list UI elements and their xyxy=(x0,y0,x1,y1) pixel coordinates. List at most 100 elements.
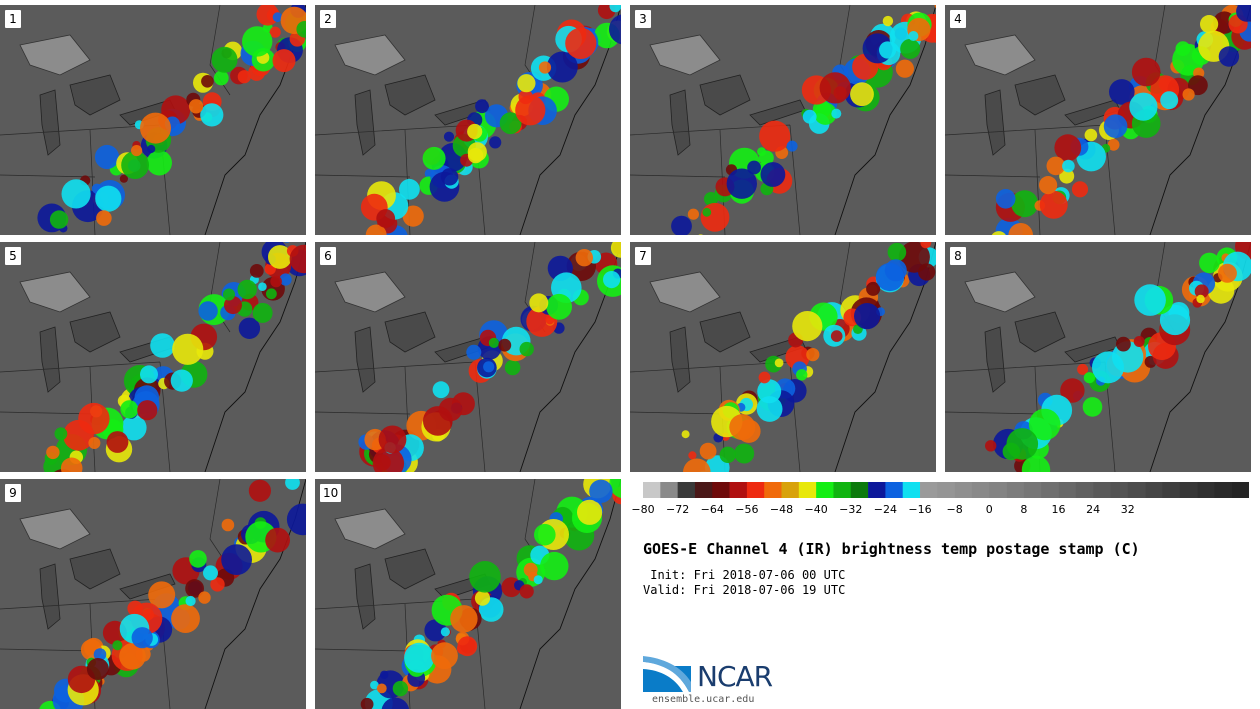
convective-cell xyxy=(392,680,409,697)
colorbar-swatch xyxy=(1058,482,1077,498)
colorbar-swatch xyxy=(954,482,973,498)
coastline xyxy=(1149,242,1251,472)
convective-cell xyxy=(140,112,171,144)
cloud-shield xyxy=(334,271,406,313)
convective-cell xyxy=(147,144,156,154)
convective-cell xyxy=(1217,263,1237,283)
convective-cell xyxy=(831,108,842,119)
convective-cell xyxy=(879,41,897,59)
convective-cell xyxy=(819,72,851,104)
convective-cell xyxy=(372,447,405,472)
convective-cell xyxy=(499,112,522,135)
great-lakes xyxy=(39,548,176,630)
convective-cell xyxy=(150,333,175,358)
coastline xyxy=(834,242,936,472)
convective-cell xyxy=(538,61,552,74)
convective-cell xyxy=(131,145,143,157)
convective-cell xyxy=(683,458,711,472)
convective-cell xyxy=(489,136,502,149)
convective-cell xyxy=(272,49,296,73)
colorbar-swatch xyxy=(1145,482,1163,498)
convective-cell xyxy=(381,697,410,709)
convective-cell xyxy=(286,503,306,536)
convective-cell xyxy=(95,185,122,212)
convective-cell xyxy=(285,479,300,490)
colorbar-tick-label: −56 xyxy=(735,503,759,516)
colorbar-swatch xyxy=(746,482,765,498)
ir-map xyxy=(0,479,306,709)
convective-cell xyxy=(702,207,712,217)
convective-cell xyxy=(380,670,389,679)
great-lakes xyxy=(984,74,1121,156)
convective-cell xyxy=(223,288,235,301)
convective-cell xyxy=(265,527,290,553)
stamp-number: 10 xyxy=(320,484,342,502)
colorbar-swatch xyxy=(729,482,748,498)
ir-map xyxy=(315,242,621,472)
convective-cell xyxy=(1071,181,1089,198)
stamp-panel: 5 xyxy=(0,242,306,472)
convective-cell xyxy=(198,301,218,321)
convective-cell xyxy=(884,259,907,282)
convective-cell xyxy=(1196,294,1205,304)
colorbar-swatch xyxy=(781,482,800,498)
convective-cell xyxy=(221,544,253,575)
convective-cell xyxy=(188,99,204,114)
convective-cell xyxy=(431,642,458,670)
ir-map xyxy=(630,5,936,235)
convective-cell xyxy=(757,379,782,404)
convective-cell xyxy=(457,636,478,657)
colorbar-swatch xyxy=(712,482,730,498)
convective-cell xyxy=(1218,46,1240,67)
logo-text: NCAR xyxy=(697,660,773,693)
convective-cell xyxy=(185,579,205,598)
colorbar-swatch xyxy=(833,482,852,498)
convective-cell xyxy=(758,371,771,384)
ir-map xyxy=(0,5,306,235)
convective-cell xyxy=(1103,114,1128,138)
convective-cell xyxy=(1077,363,1089,375)
convective-cell xyxy=(1160,91,1179,110)
convective-cell xyxy=(360,697,374,709)
convective-cell xyxy=(1028,408,1061,441)
convective-cell xyxy=(423,406,453,436)
colorbar-tick-label: 24 xyxy=(1086,503,1101,516)
convective-cell xyxy=(920,242,932,249)
convective-cell xyxy=(529,293,549,313)
convective-cell xyxy=(814,102,837,125)
convective-cell xyxy=(60,457,83,472)
convective-cell xyxy=(237,70,251,84)
cloud-shield xyxy=(19,34,91,76)
convective-cell xyxy=(1006,428,1039,460)
convective-cell xyxy=(985,440,997,452)
convective-cell xyxy=(688,451,697,460)
convective-cell xyxy=(1021,455,1051,472)
convective-cell xyxy=(1083,372,1095,384)
convective-cell xyxy=(189,550,207,568)
coastline xyxy=(519,5,621,235)
convective-cell xyxy=(1039,190,1068,219)
colorbar-swatch xyxy=(1179,482,1198,498)
convective-cell xyxy=(252,302,273,323)
colorbar-swatch xyxy=(1041,482,1059,498)
convective-cell xyxy=(995,189,1016,209)
convective-cell xyxy=(704,192,718,206)
convective-cell xyxy=(759,120,791,152)
convective-cell xyxy=(249,264,264,278)
convective-cell xyxy=(698,234,704,235)
convective-cell xyxy=(1236,5,1251,22)
stamp-number: 9 xyxy=(5,484,21,502)
colorbar-tick-label: 8 xyxy=(1020,503,1028,516)
convective-cell xyxy=(224,296,242,315)
convective-cell xyxy=(546,51,578,83)
convective-cell xyxy=(1175,41,1191,57)
ir-map xyxy=(315,479,621,709)
convective-cell xyxy=(203,565,218,581)
colorbar-swatch xyxy=(850,482,869,498)
convective-cell xyxy=(440,168,459,186)
colorbar-tick-label: −40 xyxy=(804,503,828,516)
stamp-number: 1 xyxy=(5,10,21,28)
stamp-panel: 3 xyxy=(630,5,936,235)
colorbar-swatch xyxy=(1110,482,1129,498)
cloud-shield xyxy=(19,271,91,313)
